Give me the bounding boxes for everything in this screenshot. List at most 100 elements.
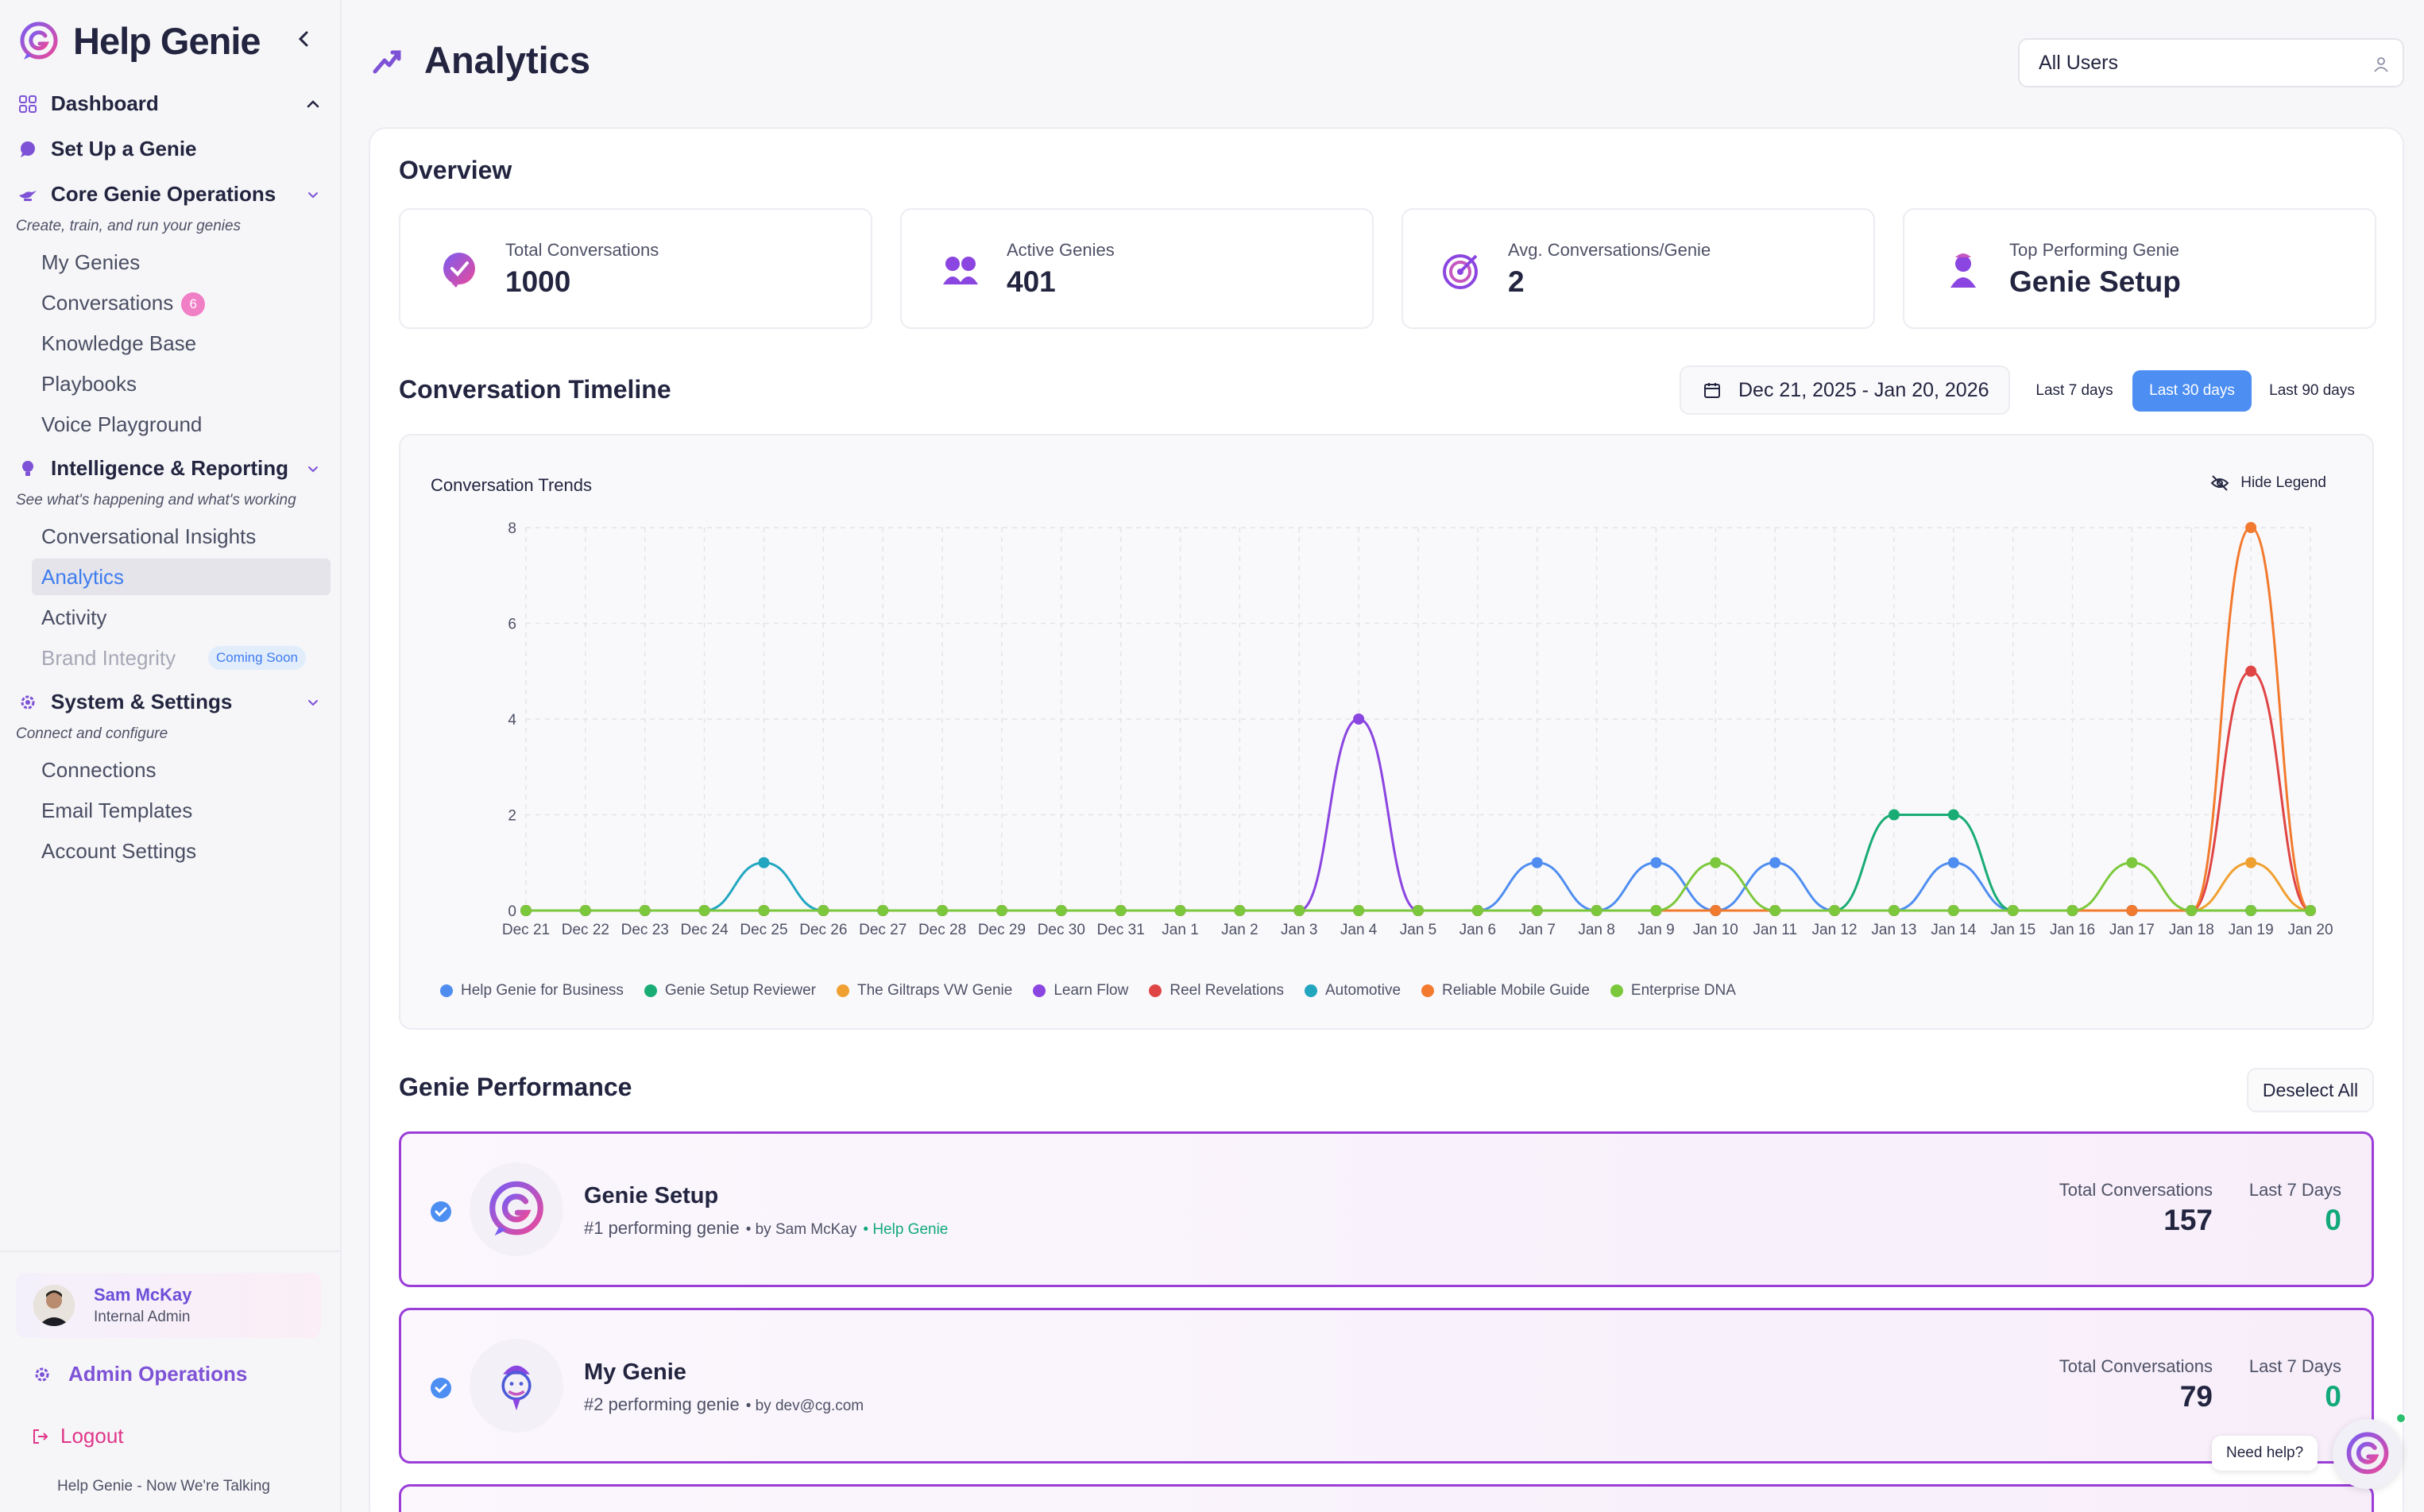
data-point xyxy=(1650,905,1662,916)
genie-owner: • by Sam McKay xyxy=(745,1221,857,1238)
data-point xyxy=(1888,809,1900,821)
user-profile-card[interactable]: Sam McKay Internal Admin xyxy=(16,1273,321,1338)
nav-intelligence-reporting[interactable]: Intelligence & Reporting xyxy=(17,456,327,481)
data-point xyxy=(818,905,829,916)
stat-label: Top Performing Genie xyxy=(2009,240,2179,260)
data-point xyxy=(1531,905,1543,916)
chart-title: Conversation Trends xyxy=(431,475,592,495)
sidebar-item-brand-integrity[interactable]: Brand Integrity Coming Soon xyxy=(32,640,331,676)
genie-rank: #2 performing genie xyxy=(584,1394,740,1414)
nav-core-operations-label: Core Genie Operations xyxy=(51,182,276,206)
data-point xyxy=(1769,905,1781,916)
data-point xyxy=(1413,905,1424,916)
genie-card[interactable]: Genie Setup #1 performing genie • by Sam … xyxy=(399,1131,2374,1287)
sidebar-item-connections[interactable]: Connections xyxy=(41,758,157,782)
user-filter-value: All Users xyxy=(2039,51,2119,74)
nav-system-settings[interactable]: System & Settings xyxy=(17,690,327,714)
sidebar-item-voice-playground[interactable]: Voice Playground xyxy=(41,412,203,436)
core-operations-desc: Create, train, and run your genies xyxy=(16,218,242,234)
sidebar-item-activity[interactable]: Activity xyxy=(41,605,107,629)
legend-item[interactable]: The Giltraps VW Genie xyxy=(837,982,1012,1000)
chevron-down-icon[interactable] xyxy=(305,461,321,477)
avatar xyxy=(33,1285,75,1326)
x-tick-label: Jan 14 xyxy=(1931,922,1976,938)
genie-subtitle: #2 performing genie • by dev@cg.com xyxy=(584,1394,864,1415)
admin-operations-link[interactable]: Admin Operations xyxy=(33,1362,247,1386)
last-7-days-value: 0 xyxy=(2325,1204,2341,1236)
legend-item[interactable]: Genie Setup Reviewer xyxy=(644,982,816,1000)
intelligence-reporting-desc: See what's happening and what's working xyxy=(16,492,296,509)
x-tick-label: Jan 18 xyxy=(2169,922,2214,938)
stat-label: Active Genies xyxy=(1007,240,1115,260)
legend-item[interactable]: Automotive xyxy=(1304,982,1401,1000)
x-tick-label: Jan 11 xyxy=(1753,922,1797,938)
sidebar-item-playbooks[interactable]: Playbooks xyxy=(41,372,137,396)
sidebar-item-account-settings[interactable]: Account Settings xyxy=(41,839,197,863)
data-point xyxy=(1353,905,1365,916)
nav-core-operations[interactable]: Core Genie Operations xyxy=(17,182,327,207)
data-point xyxy=(1234,905,1246,916)
range-last-7-days-button[interactable]: Last 7 days xyxy=(2035,382,2113,399)
genie-card[interactable] xyxy=(399,1484,2374,1512)
overview-title: Overview xyxy=(399,156,512,184)
stat-value: 1000 xyxy=(505,265,571,298)
data-point xyxy=(2245,665,2257,677)
chevron-down-icon[interactable] xyxy=(305,187,321,203)
help-chat-launcher[interactable] xyxy=(2333,1419,2403,1489)
dashboard-icon xyxy=(17,94,38,114)
sidebar-item-my-genies[interactable]: My Genies xyxy=(41,250,141,274)
checkbox-checked-icon[interactable] xyxy=(430,1377,452,1399)
legend-label: Automotive xyxy=(1324,982,1401,999)
legend-swatch xyxy=(440,984,453,997)
trend-chart-icon xyxy=(373,50,401,73)
conversation-trends-chart: Conversation Trends Hide Legend 0 2 4 6 8 Dec… xyxy=(399,434,2374,1030)
hide-legend-label: Hide Legend xyxy=(2240,474,2326,491)
x-tick-label: Dec 23 xyxy=(621,922,669,938)
legend-item[interactable]: Learn Flow xyxy=(1033,982,1128,1000)
nav-setup-genie[interactable]: Set Up a Genie xyxy=(17,137,327,161)
nav-setup-genie-label: Set Up a Genie xyxy=(51,137,197,160)
nav-intelligence-reporting-label: Intelligence & Reporting xyxy=(51,456,289,480)
stat-card-top-genie: Top Performing Genie Genie Setup xyxy=(1903,208,2376,329)
legend-swatch xyxy=(837,984,849,997)
x-tick-label: Jan 4 xyxy=(1340,922,1378,938)
online-status-dot xyxy=(2395,1413,2407,1424)
sidebar-item-email-templates[interactable]: Email Templates xyxy=(41,799,193,822)
x-tick-label: Dec 24 xyxy=(680,922,729,938)
sidebar-item-analytics[interactable]: Analytics xyxy=(32,559,331,595)
legend-item[interactable]: Reliable Mobile Guide xyxy=(1421,982,1590,1000)
sidebar-item-conversational-insights[interactable]: Conversational Insights xyxy=(41,524,257,548)
genies-group-icon xyxy=(943,257,978,284)
brand[interactable]: Help Genie xyxy=(19,19,261,63)
legend-label: Reliable Mobile Guide xyxy=(1442,982,1590,999)
data-point xyxy=(1293,905,1305,916)
nav-dashboard[interactable]: Dashboard xyxy=(17,91,327,116)
need-help-bubble[interactable]: Need help? xyxy=(2212,1436,2318,1471)
legend-item[interactable]: Help Genie for Business xyxy=(440,982,624,1000)
sidebar-item-conversations[interactable]: Conversations 6 xyxy=(32,284,331,321)
deselect-all-button[interactable]: Deselect All xyxy=(2247,1068,2374,1112)
data-point xyxy=(2066,905,2078,916)
genie-lamp-icon xyxy=(17,184,38,205)
checkbox-checked-icon[interactable] xyxy=(430,1201,452,1223)
x-tick-label: Dec 28 xyxy=(918,922,966,938)
user-filter-select[interactable]: All Users xyxy=(2018,38,2404,87)
hide-legend-button[interactable]: Hide Legend xyxy=(2210,474,2326,493)
logout-button[interactable]: Logout xyxy=(32,1424,124,1448)
genie-card[interactable]: My Genie #2 performing genie • by dev@cg.… xyxy=(399,1308,2374,1464)
timeline-title: Conversation Timeline xyxy=(399,375,671,404)
collapse-sidebar-icon[interactable] xyxy=(294,29,315,49)
chevron-down-icon[interactable] xyxy=(305,694,321,710)
legend-item[interactable]: Enterprise DNA xyxy=(1610,982,1736,1000)
data-point xyxy=(1947,905,1959,916)
total-conversations-label: Total Conversations xyxy=(2059,1356,2213,1376)
range-last-90-days-button[interactable]: Last 90 days xyxy=(2269,382,2355,399)
range-last-30-days-button[interactable]: Last 30 days xyxy=(2132,370,2252,412)
sidebar-item-knowledge-base[interactable]: Knowledge Base xyxy=(41,331,197,355)
chevron-up-icon[interactable] xyxy=(305,96,321,112)
legend-item[interactable]: Reel Revelations xyxy=(1149,982,1284,1000)
x-tick-label: Dec 31 xyxy=(1097,922,1145,938)
date-range-picker[interactable]: Dec 21, 2025 - Jan 20, 2026 xyxy=(1680,365,2010,415)
legend-label: Reel Revelations xyxy=(1169,982,1284,999)
last-7-days-value: 0 xyxy=(2325,1380,2341,1413)
